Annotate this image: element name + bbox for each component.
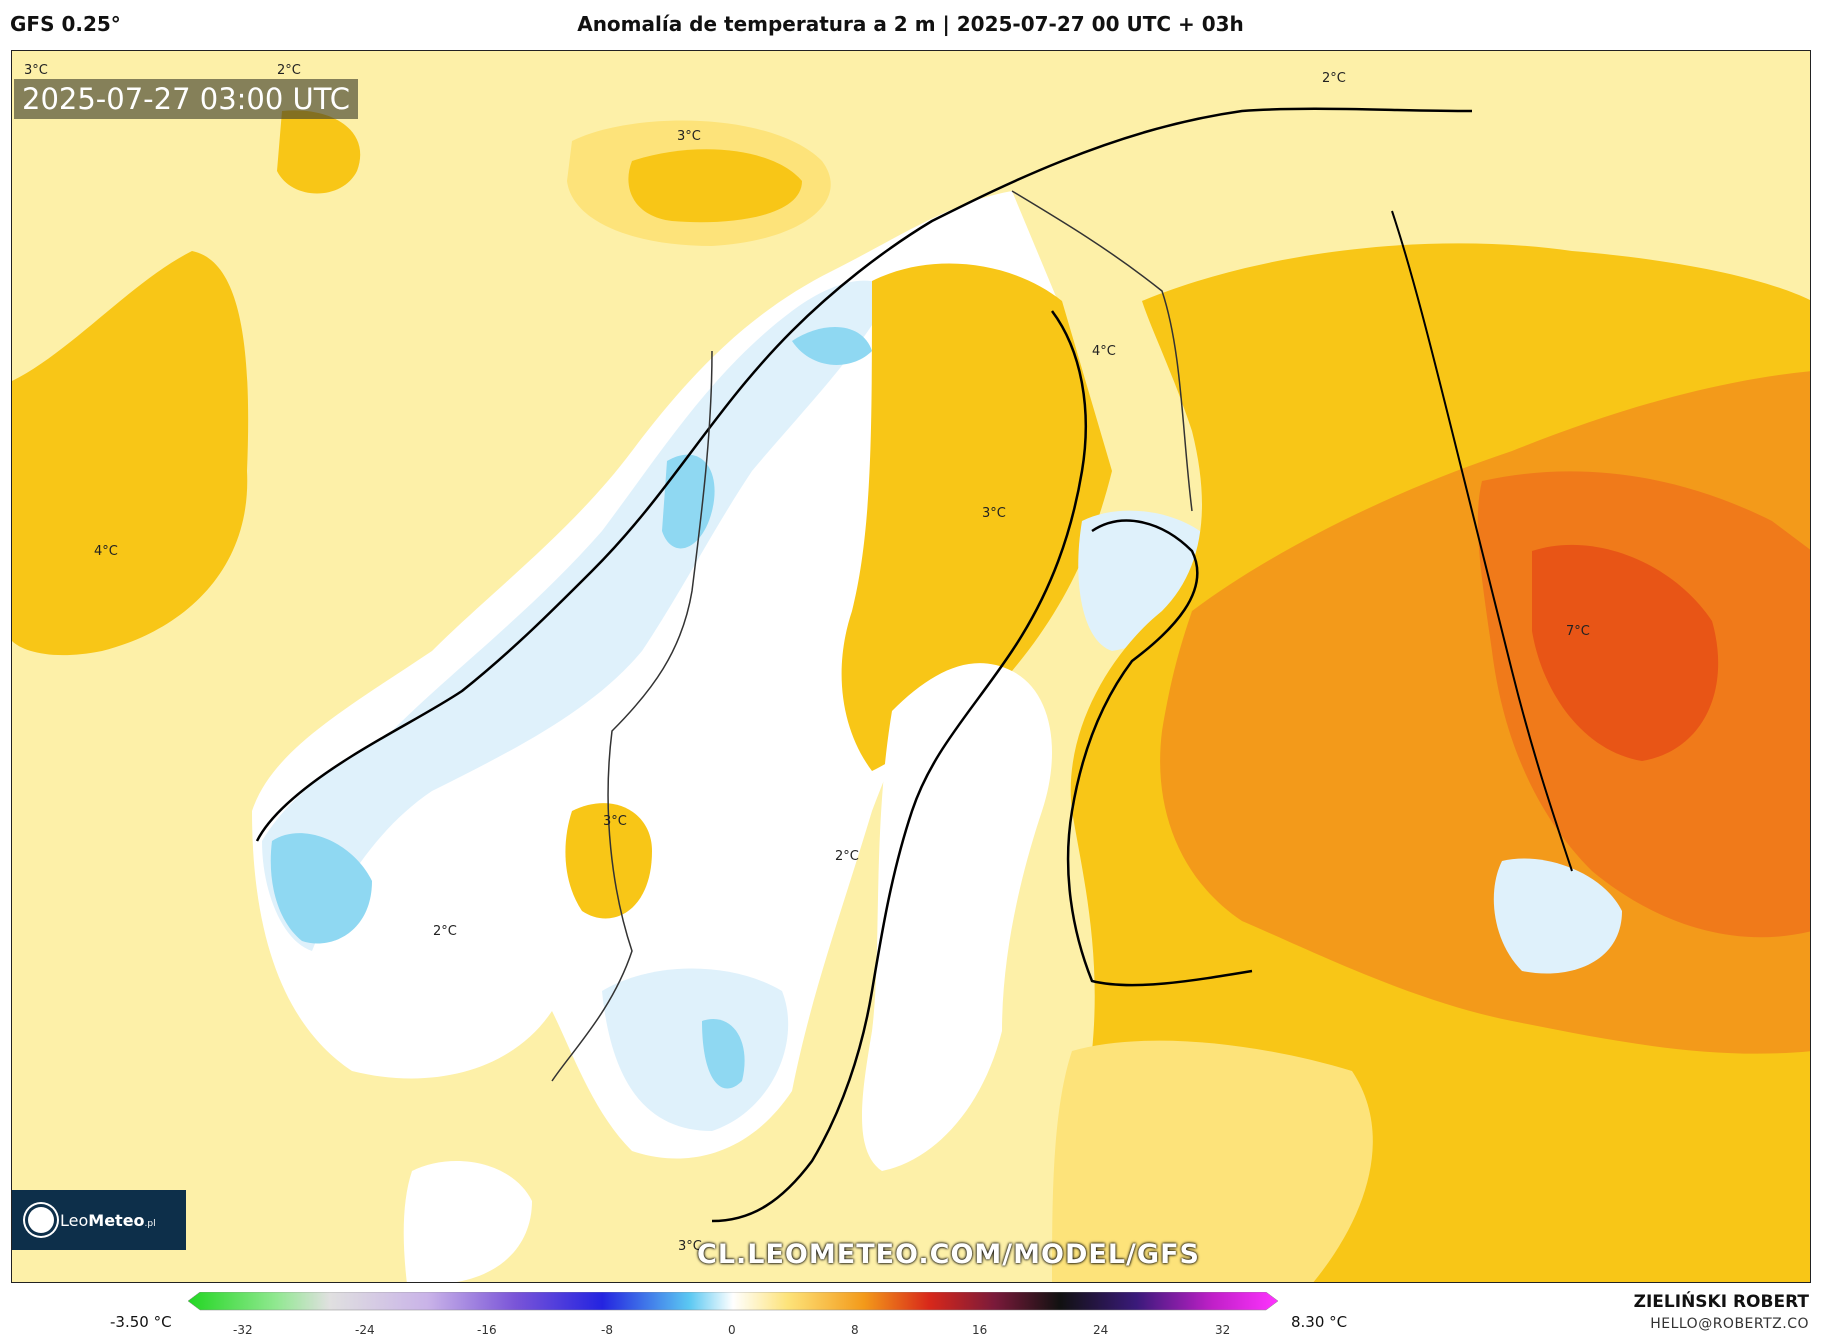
colorbar-max-label: 8.30 °C	[1291, 1313, 1348, 1331]
norway-cold-core-2	[270, 833, 372, 944]
map-title: Anomalía de temperatura a 2 m | 2025-07-…	[577, 12, 1244, 36]
contour-label: 3°C	[603, 814, 627, 829]
south-sweden-cold	[602, 968, 789, 1131]
norway-cold-band	[262, 280, 892, 951]
author-name: ZIELIŃSKI ROBERT	[1633, 1292, 1809, 1312]
colorbar-tick: 32	[1215, 1323, 1231, 1337]
finland-russia-border	[1391, 210, 1573, 872]
model-name: GFS 0.25°	[10, 12, 121, 36]
model-url-watermark[interactable]: CL.LEOMETEO.COM/MODEL/GFS	[697, 1239, 1200, 1270]
atlantic-warm-patch-west	[12, 251, 249, 656]
contour-label: 3°C	[982, 506, 1006, 521]
logo-text: LeoMeteo.pl	[60, 1210, 156, 1230]
east-warm-core	[1532, 544, 1719, 761]
atlantic-warm-small	[277, 110, 361, 194]
norway-coastline	[255, 107, 1473, 842]
baltic-neutral	[862, 663, 1052, 1171]
contour-label: 4°C	[1092, 344, 1116, 359]
colorbar-tick: -8	[601, 1323, 613, 1337]
colorbar-tick: 24	[1093, 1323, 1109, 1337]
south-sweden-cold-core	[702, 1019, 745, 1089]
map-canvas	[12, 107, 1810, 1282]
sun-icon	[28, 1207, 54, 1233]
sweden-finland-border	[1011, 190, 1193, 512]
colorbar-tick: -16	[477, 1323, 497, 1337]
anomaly-map[interactable]: 2025-07-27 03:00 UTC 3°C 2°C 3°C 2°C 4°C…	[11, 50, 1811, 1283]
ladoga-cold	[1493, 858, 1622, 974]
baltic-states-yellow	[1052, 1040, 1373, 1282]
colorbar-tick: 0	[728, 1323, 736, 1337]
colorbar-tick: -32	[233, 1323, 253, 1337]
colorbar-tick: 16	[972, 1323, 988, 1337]
contour-label: 2°C	[277, 63, 301, 78]
colorbar-tick: 8	[851, 1323, 859, 1337]
norway-cold-core-1	[662, 454, 715, 549]
denmark-area	[403, 1161, 532, 1282]
author-email[interactable]: HELLO@ROBERTZ.CO	[1650, 1316, 1809, 1332]
finland-coastline	[1066, 519, 1253, 987]
leometeo-logo[interactable]: LeoMeteo.pl	[12, 1190, 186, 1250]
norway-cold-core-3	[792, 327, 872, 365]
sweden-warm-interior	[841, 263, 1112, 771]
sweden-warm-south	[565, 803, 652, 919]
timestamp-overlay: 2025-07-27 03:00 UTC	[14, 79, 359, 119]
norway-sweden-border	[551, 350, 713, 1082]
contour-label: 3°C	[677, 129, 701, 144]
scandinavia-neutral	[252, 191, 1062, 1159]
contour-label: 3°C	[678, 1239, 702, 1254]
colorbar-min-label: -3.50 °C	[110, 1313, 172, 1331]
contour-label: 2°C	[835, 849, 859, 864]
contour-label: 7°C	[1566, 624, 1590, 639]
contour-label: 2°C	[1322, 71, 1346, 86]
colorbar-tick: -24	[355, 1323, 375, 1337]
atlantic-warm-core-north	[628, 149, 802, 223]
contour-label: 3°C	[24, 63, 48, 78]
sweden-coastline	[711, 310, 1087, 1223]
contour-label: 2°C	[433, 924, 457, 939]
colorbar	[188, 1292, 1278, 1311]
contour-label: 4°C	[94, 544, 118, 559]
